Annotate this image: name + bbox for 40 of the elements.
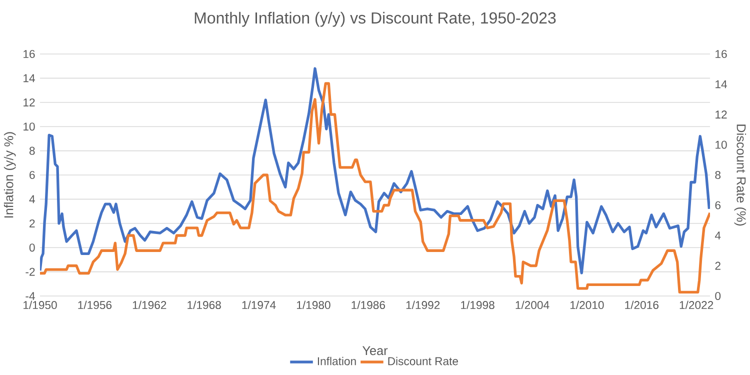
y2-tick-label: 10 [716, 140, 727, 149]
line-series [40, 67, 710, 274]
y2-tick-label: 8 [715, 170, 721, 180]
x-tick-label: 1/2010 [570, 300, 604, 310]
x-tick-label: 1/1974 [242, 300, 276, 310]
y-axis-title: Inflation (y/y %) [4, 132, 16, 218]
y2-tick-label: 0 [715, 292, 721, 300]
chart-title: Monthly Inflation (y/y) vs Discount Rate, 1950-2023 [194, 12, 556, 27]
y2-tick-label: 6 [715, 201, 721, 210]
y-tick-label: 12 [24, 98, 35, 106]
y-tick-label: 14 [24, 74, 35, 82]
x-tick-label: 1/2004 [516, 300, 550, 310]
x-tick-label: 1/1986 [352, 300, 385, 310]
x-tick-label: 1/1956 [78, 300, 112, 310]
y2-tick-label: 16 [716, 50, 727, 58]
y-tick-label: 10 [24, 122, 35, 131]
x-tick-label: 1/1992 [406, 300, 440, 310]
y-tick-label: 6 [30, 171, 35, 180]
x-tick-label: 1/1998 [461, 300, 494, 310]
y2-tick-label: 14 [716, 80, 727, 88]
y2-tick-label: 4 [714, 232, 721, 240]
x-tick-label: 1/2016 [625, 300, 658, 310]
y-tick-label: 16 [24, 50, 35, 58]
x-tick-label: 1/1980 [296, 300, 330, 310]
y2-tick-label: 12 [716, 110, 727, 118]
y2-tick-label: 2 [715, 262, 720, 270]
legend-label: Discount Rate [388, 356, 458, 366]
y-tick-label: 8 [29, 146, 35, 155]
x-tick-label: 1/1968 [188, 300, 221, 310]
x-tick-label: 1/1950 [24, 300, 57, 310]
y-tick-label: 2 [30, 219, 35, 228]
y2-axis-title: Discount Rate (%) [734, 124, 746, 226]
x-tick-label: 1/1962 [132, 300, 166, 310]
legend-label: Inflation [318, 356, 356, 366]
y-tick-label: 0 [29, 244, 35, 252]
x-axis-title: Year [362, 346, 388, 356]
y-tick-label: -2 [26, 268, 35, 276]
x-tick-label: 1/2022 [680, 300, 714, 310]
y-tick-label: 4 [29, 195, 35, 204]
y-tick-label: -4 [26, 292, 35, 300]
